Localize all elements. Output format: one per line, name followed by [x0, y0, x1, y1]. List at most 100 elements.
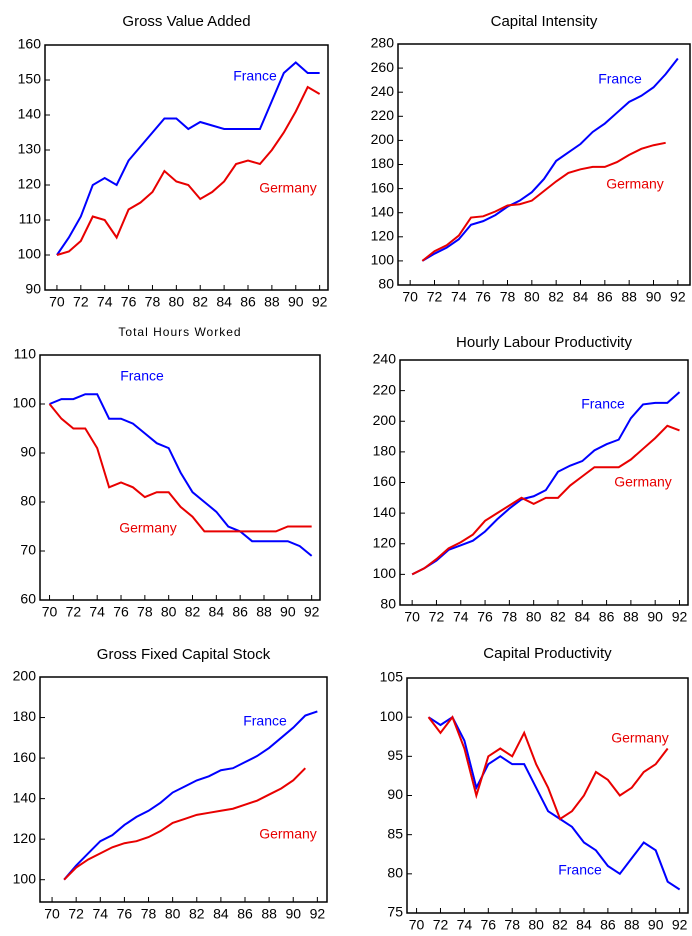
chart-title: Total Hours Worked	[118, 325, 241, 339]
x-tick-label: 90	[285, 906, 301, 922]
series-label: France	[243, 713, 287, 729]
y-tick-label: 100	[380, 708, 404, 724]
chart-title: Capital Intensity	[491, 13, 598, 30]
x-tick-label: 90	[648, 917, 664, 933]
x-tick-label: 74	[97, 294, 113, 310]
y-tick-label: 80	[387, 865, 403, 881]
x-tick-label: 74	[457, 917, 473, 933]
y-tick-label: 140	[371, 203, 395, 219]
x-tick-label: 92	[672, 917, 688, 933]
x-tick-label: 88	[264, 294, 280, 310]
x-tick-label: 72	[427, 289, 443, 305]
x-tick-label: 76	[477, 609, 493, 625]
y-tick-label: 140	[373, 504, 397, 520]
series-line	[411, 424, 680, 576]
x-tick-label: 90	[288, 294, 304, 310]
x-tick-label: 86	[600, 917, 616, 933]
y-tick-label: 90	[387, 786, 403, 802]
y-tick-label: 100	[13, 870, 37, 886]
x-tick-label: 84	[576, 917, 592, 933]
series-label: Germany	[611, 730, 669, 746]
x-tick-label: 76	[475, 289, 491, 305]
x-tick-label: 70	[42, 604, 58, 620]
x-tick-label: 92	[304, 604, 320, 620]
y-tick-label: 120	[18, 176, 42, 192]
plot-frame	[406, 677, 689, 914]
y-tick-label: 180	[373, 443, 397, 459]
x-tick-label: 78	[145, 294, 161, 310]
y-tick-label: 260	[371, 59, 395, 75]
x-tick-label: 84	[573, 289, 589, 305]
series-line	[56, 85, 321, 256]
x-tick-label: 74	[453, 609, 469, 625]
x-tick-label: 78	[502, 609, 518, 625]
chart-title: Capital Productivity	[483, 645, 612, 662]
y-tick-label: 90	[25, 281, 41, 297]
x-tick-label: 90	[646, 289, 662, 305]
x-tick-label: 80	[165, 906, 181, 922]
chart-title: Gross Fixed Capital Stock	[97, 646, 271, 663]
x-tick-label: 92	[672, 609, 688, 625]
x-tick-label: 82	[192, 294, 208, 310]
y-tick-label: 160	[18, 36, 42, 52]
x-tick-label: 78	[500, 289, 516, 305]
x-tick-label: 90	[280, 604, 296, 620]
y-tick-label: 90	[20, 444, 36, 460]
x-tick-label: 82	[189, 906, 205, 922]
series-label: France	[598, 71, 642, 87]
x-tick-label: 80	[161, 604, 177, 620]
y-tick-label: 120	[371, 228, 395, 244]
x-tick-label: 90	[647, 609, 663, 625]
y-tick-label: 60	[20, 591, 36, 607]
x-tick-label: 82	[550, 609, 566, 625]
chart-title: Hourly Labour Productivity	[456, 334, 632, 351]
y-tick-label: 100	[373, 565, 397, 581]
x-tick-label: 76	[113, 604, 129, 620]
x-tick-label: 70	[409, 917, 425, 933]
y-tick-label: 75	[387, 904, 403, 920]
series-label: Germany	[259, 826, 317, 842]
y-tick-label: 220	[373, 381, 397, 397]
x-tick-label: 80	[526, 609, 542, 625]
y-tick-label: 120	[13, 830, 37, 846]
y-tick-label: 150	[18, 71, 42, 87]
y-tick-label: 100	[371, 252, 395, 268]
series-label: France	[581, 396, 625, 412]
x-tick-label: 86	[597, 289, 613, 305]
series-label: France	[233, 68, 277, 84]
y-tick-label: 140	[18, 106, 42, 122]
x-tick-label: 76	[121, 294, 137, 310]
series-label: Germany	[259, 180, 317, 196]
y-tick-label: 110	[19, 211, 42, 227]
x-tick-label: 86	[240, 294, 256, 310]
y-tick-label: 200	[373, 412, 397, 428]
y-tick-label: 80	[378, 276, 394, 292]
x-tick-label: 74	[93, 906, 109, 922]
series-line	[411, 391, 681, 576]
x-tick-label: 84	[209, 604, 225, 620]
y-tick-label: 280	[371, 35, 395, 51]
chart-title: Gross Value Added	[122, 13, 250, 30]
series-line	[48, 403, 312, 533]
x-tick-label: 76	[481, 917, 497, 933]
series-line	[56, 61, 320, 256]
x-tick-label: 84	[574, 609, 590, 625]
x-tick-label: 82	[552, 917, 568, 933]
y-tick-label: 160	[13, 749, 37, 765]
x-tick-label: 92	[312, 294, 328, 310]
series-label: Germany	[606, 176, 664, 192]
series-line	[421, 141, 666, 262]
y-tick-label: 105	[380, 669, 404, 685]
x-tick-label: 80	[524, 289, 540, 305]
x-tick-label: 78	[141, 906, 157, 922]
x-tick-label: 72	[433, 917, 449, 933]
y-tick-label: 70	[20, 542, 36, 558]
x-tick-label: 72	[73, 294, 89, 310]
y-tick-label: 180	[371, 155, 395, 171]
x-tick-label: 86	[237, 906, 253, 922]
x-tick-label: 70	[404, 609, 420, 625]
y-tick-label: 220	[371, 107, 395, 123]
x-tick-label: 92	[670, 289, 686, 305]
x-tick-label: 70	[44, 906, 60, 922]
